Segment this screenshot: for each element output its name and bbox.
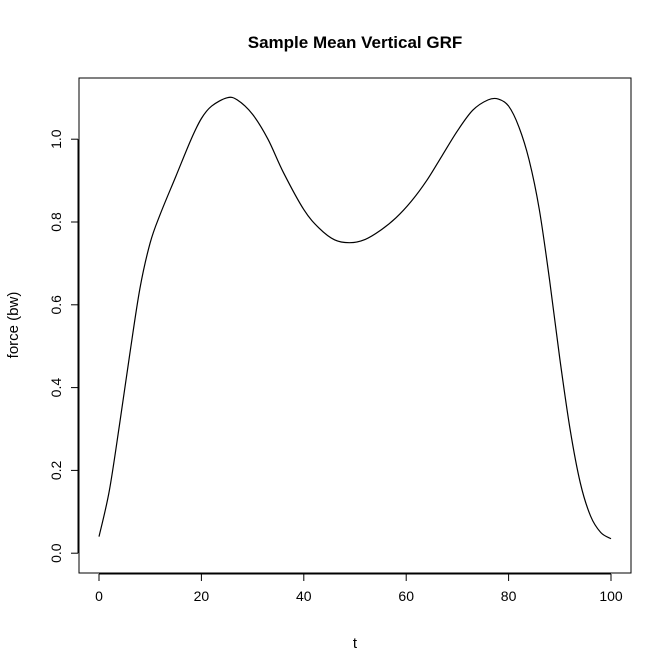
x-tick-label: 80 <box>501 588 517 604</box>
series-group <box>98 96 612 540</box>
y-tick-label: 0.4 <box>48 378 64 398</box>
x-axis-label: t <box>353 635 358 652</box>
y-axis-label: force (bw) <box>5 292 22 359</box>
series-line <box>98 96 612 540</box>
x-tick-label: 100 <box>599 588 623 604</box>
x-tick-label: 20 <box>194 588 210 604</box>
y-tick-label: 0.0 <box>48 543 64 563</box>
y-axis: 0.0 0.2 0.4 0.6 0.8 1.0 <box>48 129 79 563</box>
chart-title: Sample Mean Vertical GRF <box>248 33 462 52</box>
y-tick-label: 0.2 <box>48 460 64 480</box>
y-tick-label: 0.8 <box>48 212 64 232</box>
y-tick-label: 0.6 <box>48 295 64 315</box>
y-tick-label: 1.0 <box>48 129 64 149</box>
x-axis: 0 20 40 60 80 100 <box>95 573 623 604</box>
x-tick-label: 0 <box>95 588 103 604</box>
x-tick-label: 40 <box>296 588 312 604</box>
plot-frame <box>78 77 632 574</box>
x-tick-label: 60 <box>398 588 414 604</box>
